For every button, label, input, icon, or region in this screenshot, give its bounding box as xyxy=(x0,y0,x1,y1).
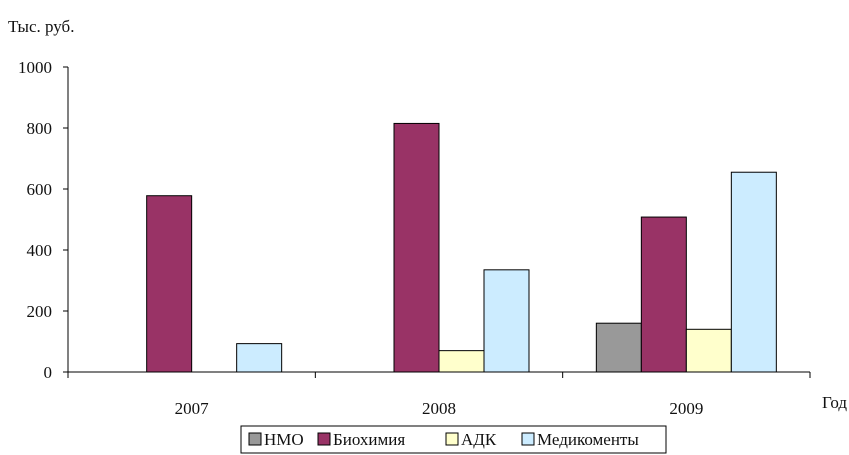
legend: НМО Биохимия АДК Медикоменты xyxy=(240,425,667,454)
x-tick-label: 2007 xyxy=(175,399,210,418)
legend-label: Медикоменты xyxy=(537,430,639,449)
y-tick-label: 400 xyxy=(27,241,53,260)
bar-2007-4 xyxy=(236,343,283,373)
y-tick-label: 200 xyxy=(27,302,53,321)
bar-2008-2 xyxy=(393,122,440,373)
y-tick-label: 800 xyxy=(27,119,53,138)
legend-swatch xyxy=(248,432,262,446)
bar-2009-4 xyxy=(730,171,777,373)
x-tick-label: 2009 xyxy=(669,399,703,418)
bar-2007-2 xyxy=(146,195,193,373)
x-tick-label: 2008 xyxy=(422,399,456,418)
y-tick-label: 1000 xyxy=(18,58,52,77)
legend-swatch xyxy=(445,432,459,446)
legend-swatch xyxy=(521,432,535,446)
legend-label: НМО xyxy=(264,430,304,449)
bar-2009-3 xyxy=(685,328,732,373)
legend-swatch xyxy=(317,432,331,446)
y-axis: 0 200 400 600 800 1000 xyxy=(18,58,69,382)
bar-2009-1 xyxy=(595,322,642,373)
bar-2008-3 xyxy=(438,350,485,373)
x-axis-title: Год xyxy=(822,393,847,412)
legend-label: Биохимия xyxy=(333,430,405,449)
bar-2008-4 xyxy=(483,269,530,373)
bars xyxy=(146,122,777,373)
bar-2009-2 xyxy=(640,216,687,373)
x-axis: 2007 2008 2009 xyxy=(67,371,811,418)
legend-label: АДК xyxy=(461,430,497,449)
y-tick-label: 0 xyxy=(44,363,53,382)
y-tick-label: 600 xyxy=(27,180,53,199)
y-axis-title: Тыс. руб. xyxy=(8,17,74,36)
